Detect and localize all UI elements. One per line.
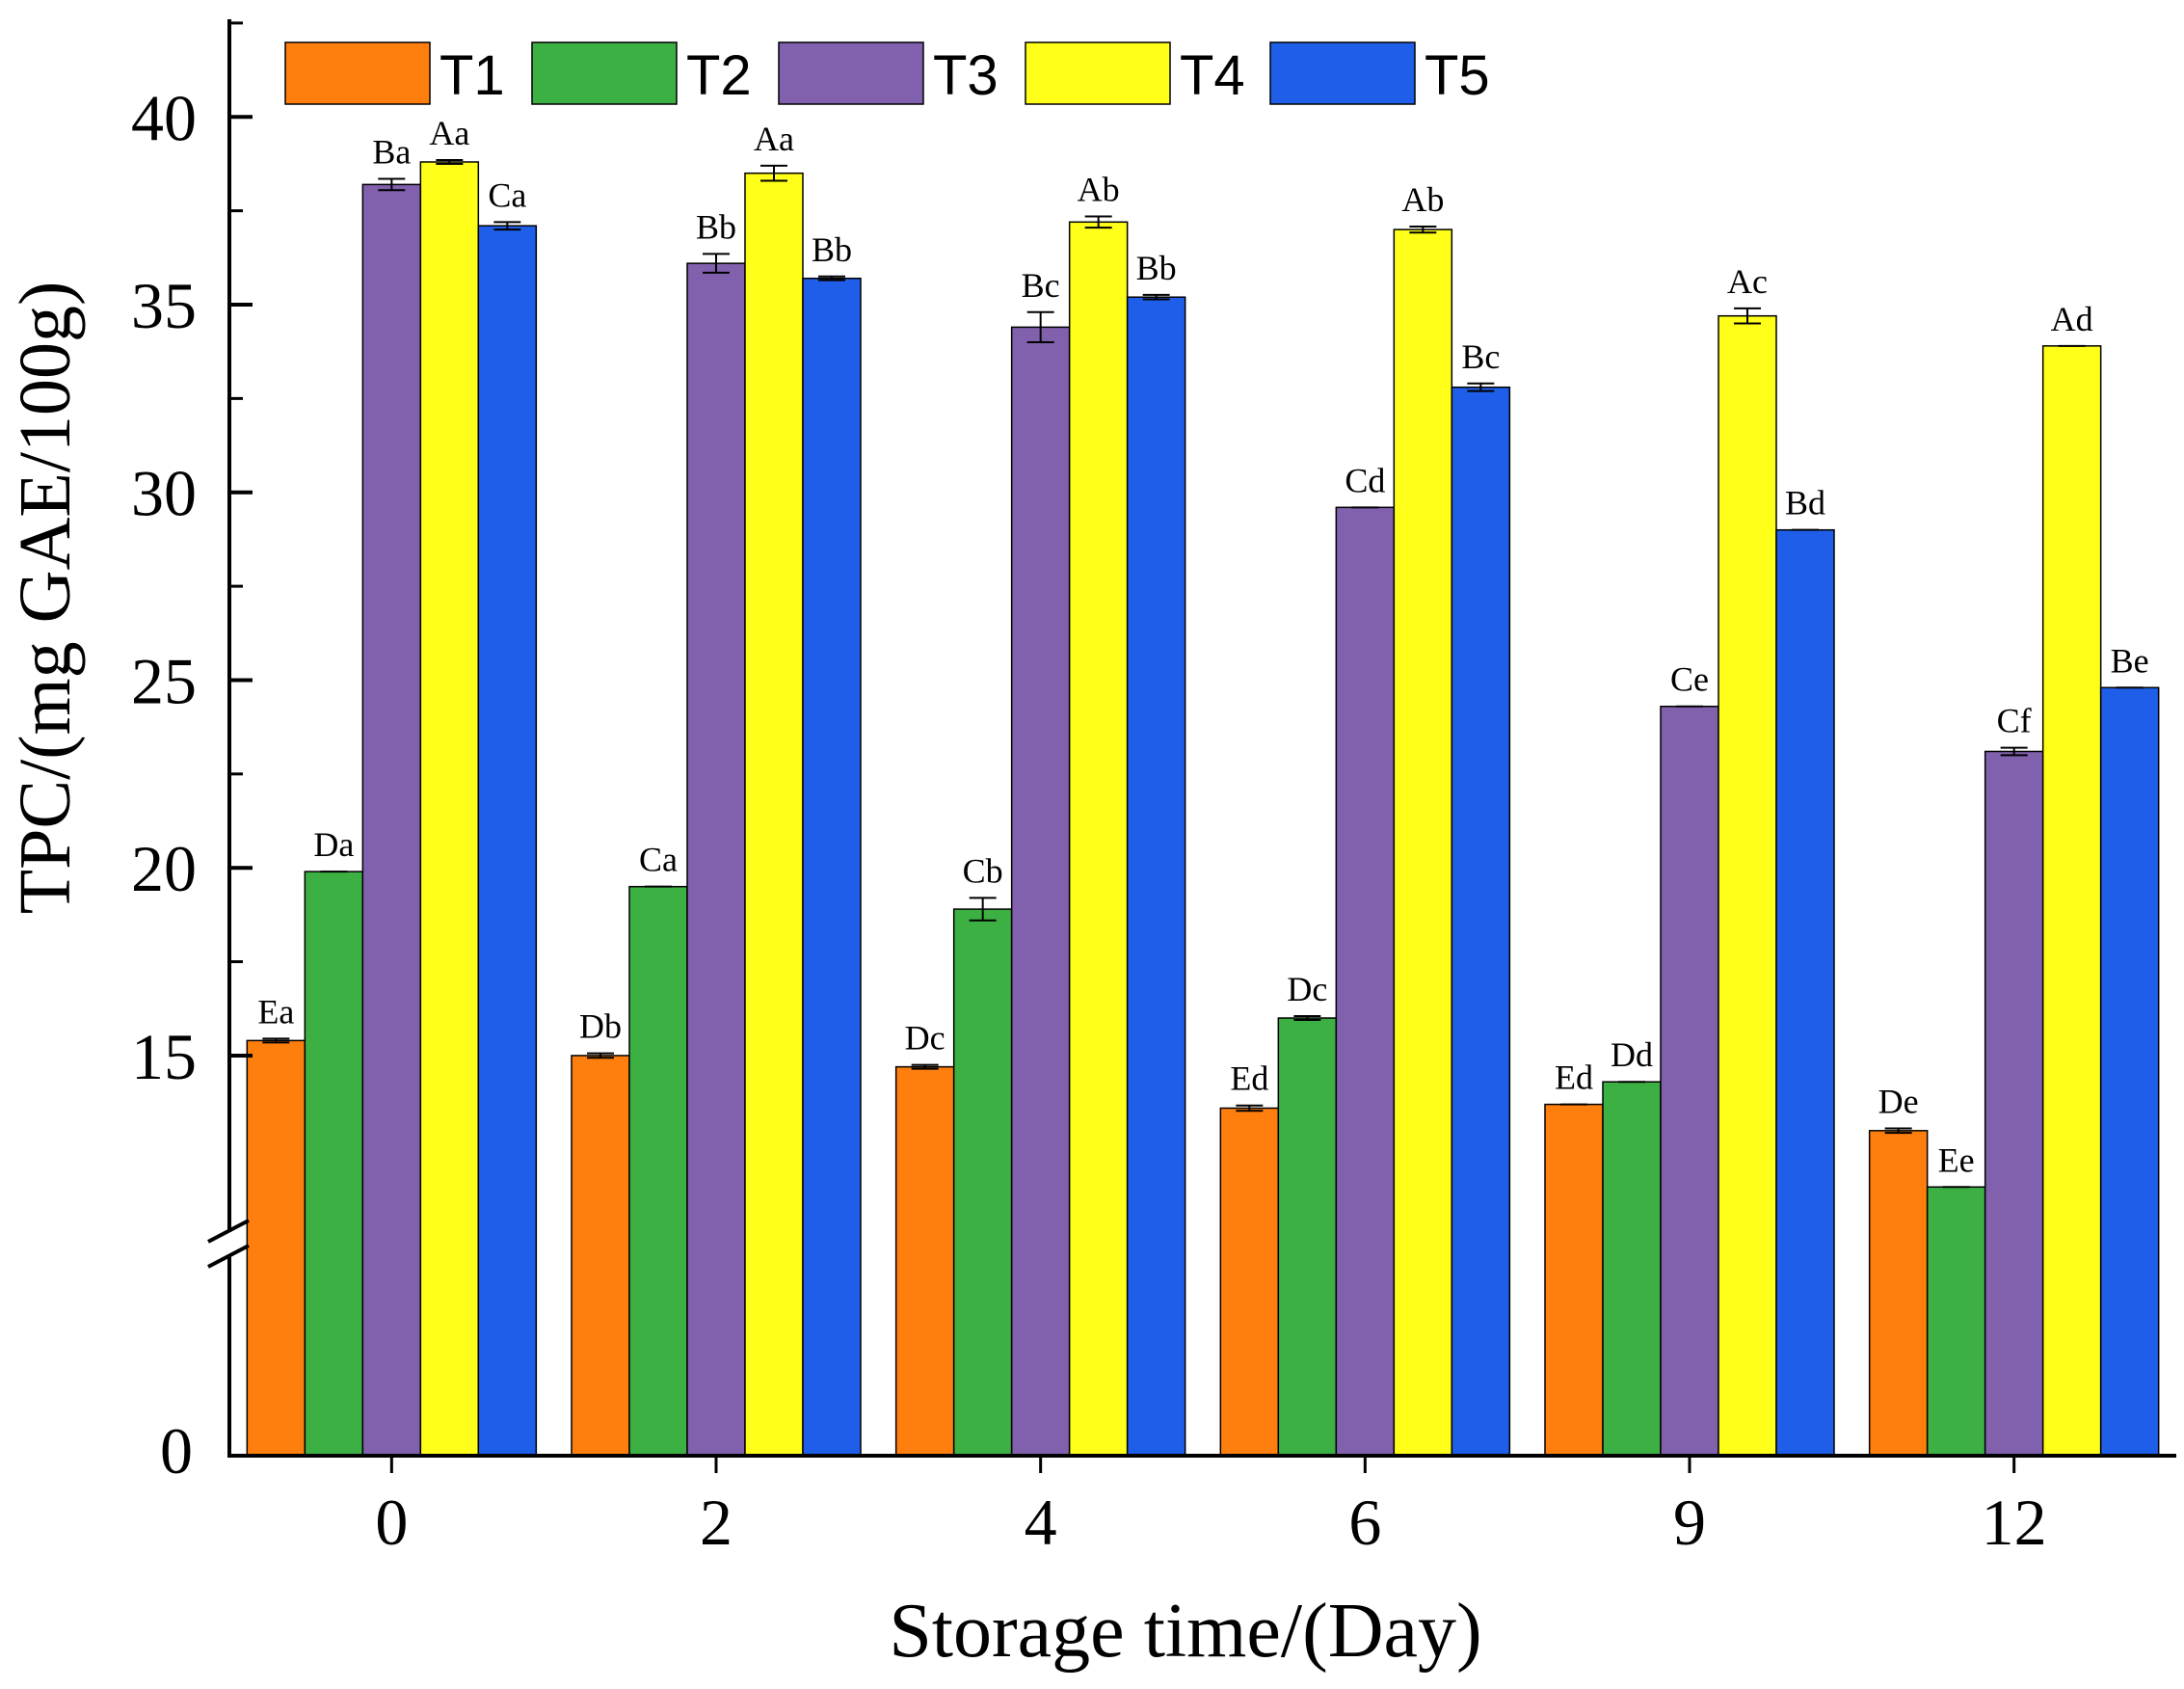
x-tick-label-2: 2	[700, 1486, 732, 1559]
y-tick-label-25: 25	[131, 644, 197, 717]
sig-label-T3-day-6: Cd	[1345, 461, 1385, 499]
sig-label-T5-day-0: Ca	[488, 175, 526, 214]
sig-label-T3-day-2: Bb	[696, 207, 736, 246]
axis-break-mark-lower	[207, 1244, 250, 1269]
sig-label-T4-day-12: Ad	[2051, 300, 2093, 338]
sig-label-T1-day-6: Ed	[1230, 1059, 1268, 1098]
x-tick-label-6: 6	[1348, 1486, 1381, 1559]
legend-swatch-T4	[1025, 41, 1171, 105]
sig-label-T4-day-9: Ac	[1727, 262, 1768, 301]
bar-T3-day-2	[686, 262, 746, 1457]
x-axis: 0 2 4 6 9 12	[227, 1454, 2176, 1559]
bar-T2-day-6	[1277, 1017, 1338, 1457]
bar-T4-day-12	[2041, 345, 2102, 1457]
x-ticks: 0 2 4 6 9 12	[375, 1456, 2047, 1559]
bar-T1-day-6	[1219, 1107, 1280, 1457]
bar-T1-day-4	[894, 1065, 955, 1457]
bar-T2-day-0	[304, 871, 364, 1457]
bar-T4-day-6	[1393, 228, 1453, 1457]
sig-label-T2-day-4: Cb	[963, 851, 1003, 890]
sig-label-T3-day-12: Cf	[1997, 702, 2032, 740]
bar-T1-day-0	[246, 1039, 306, 1457]
bar-T4-day-4	[1068, 221, 1129, 1457]
sig-label-T3-day-4: Bc	[1022, 266, 1060, 305]
bar-T2-day-4	[952, 908, 1013, 1457]
bar-T2-day-2	[628, 885, 688, 1457]
sig-label-T2-day-9: Dd	[1611, 1035, 1653, 1074]
break-gap	[229, 1232, 2176, 1257]
bar-T5-day-6	[1451, 386, 1511, 1457]
sig-label-T1-day-12: De	[1878, 1083, 1919, 1121]
sig-label-T5-day-4: Bb	[1136, 249, 1177, 287]
bar-T5-day-2	[802, 277, 862, 1457]
sig-label-T3-day-0: Ba	[372, 133, 411, 172]
sig-label-T2-day-6: Dc	[1287, 970, 1327, 1008]
bar-T5-day-12	[2099, 686, 2160, 1457]
bar-T4-day-9	[1718, 314, 1777, 1457]
y-tick-label-15: 15	[131, 1020, 197, 1093]
sig-label-T4-day-2: Aa	[754, 120, 794, 158]
sig-label-T1-day-4: Dc	[905, 1019, 946, 1058]
legend-label-T1: T1	[439, 44, 505, 107]
sig-label-T4-day-6: Ab	[1401, 180, 1444, 219]
sig-label-T1-day-9: Ed	[1555, 1059, 1593, 1097]
x-axis-title: Storage time/(Day)	[889, 1589, 1481, 1674]
bar-T2-day-12	[1926, 1186, 1986, 1457]
y-tick-label-20: 20	[131, 832, 197, 905]
x-tick-label-0: 0	[375, 1486, 408, 1559]
y-tick-label-0: 0	[160, 1414, 193, 1488]
legend-swatch-T5	[1269, 41, 1416, 105]
sig-label-T2-day-0: Da	[313, 825, 354, 864]
sig-label-T5-day-2: Bb	[812, 230, 852, 269]
legend-label-T5: T5	[1425, 44, 1490, 107]
legend-swatch-T2	[531, 41, 678, 105]
bar-T1-day-2	[571, 1055, 630, 1457]
y-tick-label-40: 40	[131, 81, 197, 154]
legend-swatch-T3	[778, 41, 924, 105]
x-tick-label-4: 4	[1025, 1486, 1057, 1559]
bar-T4-day-0	[419, 161, 480, 1457]
sig-label-T2-day-2: Ca	[639, 841, 678, 879]
y-ticks: 15 20 25 30 35 40	[131, 21, 253, 1458]
sig-label-T5-day-12: Be	[2111, 641, 2149, 680]
legend-label-T4: T4	[1180, 44, 1245, 107]
legend-label-T2: T2	[686, 44, 752, 107]
bar-T3-day-4	[1010, 326, 1071, 1457]
bar-T3-day-6	[1335, 506, 1396, 1457]
y-axis: 15 20 25 30 35 40 0	[131, 19, 253, 1488]
sig-label-T5-day-6: Bc	[1461, 337, 1500, 376]
bar-T4-day-2	[744, 172, 804, 1457]
bar-T2-day-9	[1602, 1081, 1662, 1457]
bar-T1-day-12	[1868, 1130, 1929, 1457]
bar-T3-day-0	[361, 183, 422, 1457]
sig-label-T4-day-0: Aa	[429, 114, 469, 152]
bar-T5-day-4	[1126, 296, 1186, 1457]
legend-swatch-T1	[284, 41, 431, 105]
sig-label-T3-day-9: Ce	[1670, 660, 1709, 699]
sig-label-T2-day-12: Ee	[1938, 1140, 1975, 1179]
bar-T5-day-9	[1775, 528, 1835, 1457]
axis-break-mark-upper	[207, 1219, 250, 1244]
y-tick-label-30: 30	[131, 457, 197, 530]
legend-label-T3: T3	[933, 44, 999, 107]
legend: T1 T2 T3 T4 T5	[284, 41, 1490, 107]
bar-T5-day-0	[477, 225, 538, 1457]
sig-label-T5-day-9: Bd	[1785, 484, 1825, 523]
x-tick-label-9: 9	[1673, 1486, 1706, 1559]
bar-T3-day-12	[1984, 750, 2044, 1457]
bar-T3-day-9	[1660, 705, 1719, 1457]
bar-T1-day-9	[1544, 1103, 1604, 1457]
y-axis-title: TPC/(mg GAE/100g)	[5, 282, 86, 915]
x-tick-label-12: 12	[1982, 1486, 2047, 1559]
plot-area: Ea Da Ba Aa Ca Db Ca Bb Aa Bb Dc Cb Bc Ab Bb Ed Dc Cd Ab Bc…	[229, 114, 2176, 1457]
y-tick-label-35: 35	[131, 269, 197, 342]
sig-label-T1-day-2: Db	[579, 1007, 622, 1046]
sig-label-T4-day-4: Ab	[1078, 170, 1120, 208]
sig-label-T1-day-0: Ea	[257, 992, 294, 1031]
